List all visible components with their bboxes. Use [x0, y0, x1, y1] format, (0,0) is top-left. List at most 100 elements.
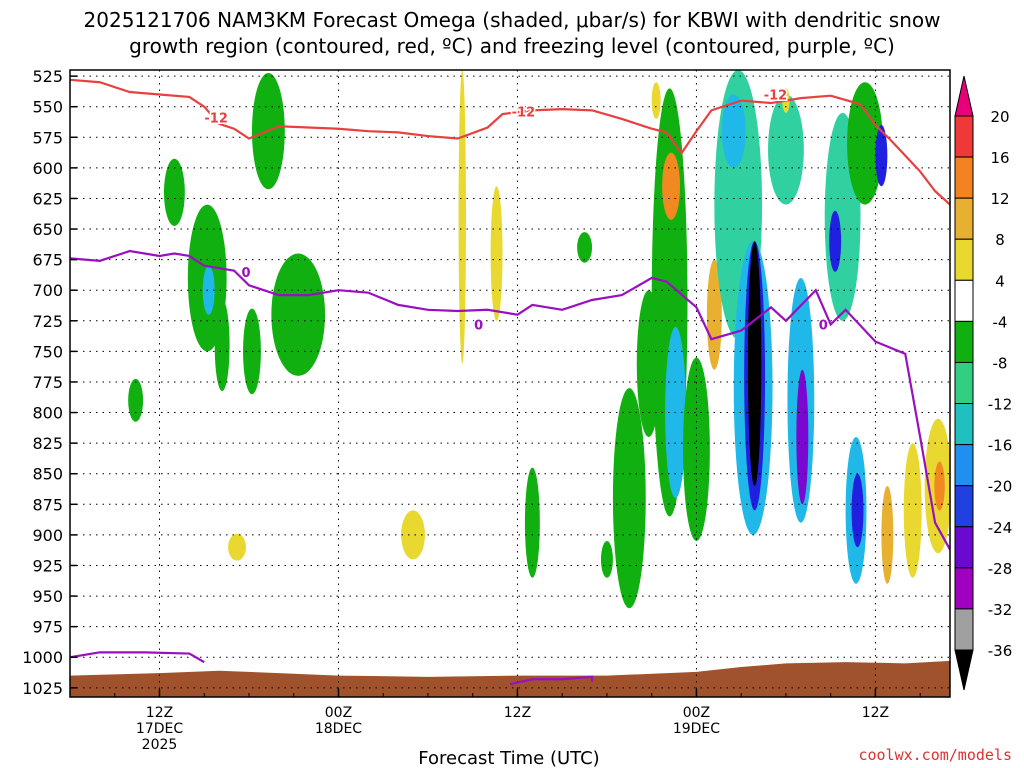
- omega-region-32: [851, 473, 864, 548]
- colorbar-segment-12: [954, 608, 974, 651]
- omega-region-0: [163, 158, 185, 226]
- dendritic-label-3: -12: [764, 88, 788, 103]
- colorbar-label-9: -20: [988, 478, 1013, 496]
- omega-region-39: [651, 82, 661, 119]
- colorbar-label-7: -12: [988, 396, 1013, 414]
- omega-shading-layer: [128, 70, 950, 609]
- omega-region-28: [768, 94, 804, 205]
- y-tick-label-10: 775: [32, 373, 63, 392]
- omega-region-33: [847, 82, 883, 205]
- dendritic-contour-line: [70, 78, 950, 206]
- omega-region-22: [721, 94, 746, 168]
- colorbar-label-13: -36: [988, 642, 1013, 660]
- freezing-label-1: 0: [241, 266, 250, 281]
- x-tick-label-1-1: 18DEC: [315, 721, 362, 737]
- omega-region-36: [903, 443, 922, 578]
- y-tick-label-5: 650: [32, 220, 63, 239]
- colorbar-label-8: -16: [988, 437, 1013, 455]
- colorbar-segment-3: [954, 238, 974, 281]
- colorbar-label-2: 12: [990, 190, 1009, 208]
- colorbar-segment-2: [954, 197, 974, 240]
- chart-title-line1: 2025121706 NAM3KM Forecast Omega (shaded…: [84, 8, 941, 32]
- freezing-label-2: 0: [474, 318, 483, 333]
- x-tick-label-1-0: 00Z: [325, 705, 352, 721]
- omega-region-13: [577, 232, 593, 263]
- freezing-contour-line: [70, 249, 950, 551]
- contour-layer: -12 -12 -12 0 0 0: [70, 78, 950, 686]
- omega-region-7: [490, 186, 503, 321]
- y-tick-label-7: 700: [32, 281, 63, 300]
- omega-region-11: [228, 533, 246, 561]
- y-tick-label-13: 850: [32, 465, 63, 484]
- colorbar-label-3: 8: [995, 231, 1005, 249]
- omega-region-25: [747, 241, 762, 486]
- colorbar-segment-11: [954, 567, 974, 610]
- omega-region-14: [612, 388, 646, 609]
- omega-region-27: [796, 369, 809, 505]
- omega-region-4: [271, 253, 326, 376]
- credit-text: coolwx.com/models: [858, 746, 1012, 764]
- colorbar-label-10: -24: [988, 519, 1013, 537]
- omega-region-9: [128, 378, 144, 422]
- y-axis: 525 550 575 600 625 650 675 700 725 750 775 800 825 8…: [22, 67, 77, 698]
- omega-region-38: [934, 461, 945, 511]
- colorbar-segment-1: [954, 156, 974, 199]
- grid-layer: [70, 70, 950, 697]
- x-tick-label-0-0: 12Z: [146, 705, 173, 721]
- chart-title-line2: growth region (contoured, red, ºC) and f…: [129, 34, 895, 58]
- colorbar-segment-4: [954, 279, 974, 322]
- omega-region-10: [401, 510, 425, 560]
- freezing-contour-line-low: [70, 651, 205, 664]
- colorbar-label-11: -28: [988, 560, 1013, 578]
- x-tick-label-3-1: 19DEC: [673, 721, 720, 737]
- y-tick-label-8: 725: [32, 312, 63, 331]
- omega-region-8: [214, 299, 230, 392]
- y-tick-label-2: 575: [32, 128, 63, 147]
- colorbar-segment-5: [954, 320, 974, 363]
- omega-region-2: [202, 265, 215, 315]
- freezing-label-3: 0: [819, 318, 828, 333]
- omega-region-35: [881, 485, 894, 584]
- colorbar-bottom-arrow: [954, 649, 974, 691]
- plot-frame: [69, 69, 951, 698]
- y-tick-label-11: 800: [32, 404, 63, 423]
- colorbar-label-1: 16: [990, 149, 1009, 167]
- colorbar-label-5: -4: [993, 313, 1008, 331]
- colorbar-top-arrow: [954, 75, 974, 117]
- freezing-contour-line-bottom: [509, 675, 594, 686]
- x-tick-label-3-0: 00Z: [683, 705, 710, 721]
- x-tick-label-0-1: 17DEC: [136, 721, 183, 737]
- y-tick-label-3: 600: [32, 159, 63, 178]
- omega-region-6: [458, 70, 466, 364]
- y-tick-label-16: 925: [32, 556, 63, 575]
- terrain-fill: [70, 660, 950, 697]
- y-tick-label-15: 900: [32, 526, 63, 545]
- colorbar-segment-0: [954, 115, 974, 158]
- dendritic-label-2: -12: [512, 106, 536, 121]
- colorbar-segment-9: [954, 485, 974, 528]
- colorbar-segment-6: [954, 361, 974, 405]
- colorbar: 20 16 12 8 4 -4 -8 -12 -16 -20 -24 -28 -32 -36: [954, 75, 1013, 691]
- y-tick-label-20: 1025: [22, 679, 63, 698]
- y-tick-label-12: 825: [32, 434, 63, 453]
- colorbar-segment-7: [954, 403, 974, 446]
- terrain-layer: [70, 660, 950, 697]
- colorbar-label-6: -8: [993, 354, 1008, 372]
- colorbar-segment-8: [954, 444, 974, 487]
- colorbar-label-0: 20: [990, 108, 1009, 126]
- colorbar-label-4: 4: [995, 272, 1005, 290]
- y-tick-label-14: 875: [32, 495, 63, 514]
- y-tick-label-18: 975: [32, 618, 63, 637]
- y-tick-label-6: 675: [32, 251, 63, 270]
- x-axis-label: Forecast Time (UTC): [418, 748, 599, 768]
- y-tick-label-4: 625: [32, 189, 63, 208]
- omega-region-12: [524, 467, 540, 578]
- omega-region-5: [243, 308, 261, 395]
- omega-region-34: [875, 125, 888, 187]
- colorbar-segment-10: [954, 526, 974, 569]
- omega-region-17: [662, 152, 681, 220]
- y-tick-label-19: 1000: [22, 648, 63, 667]
- y-tick-label-1: 550: [32, 98, 63, 117]
